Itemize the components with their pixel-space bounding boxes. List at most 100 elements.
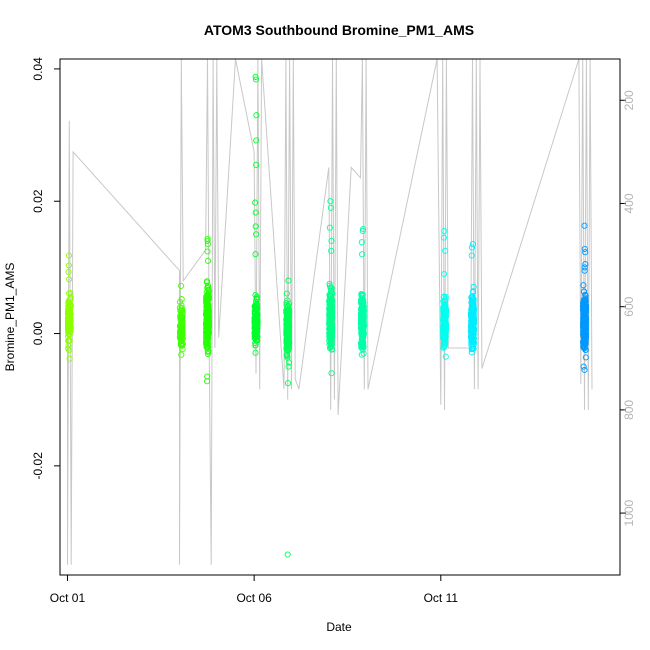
data-point <box>179 320 186 327</box>
data-point <box>326 304 333 311</box>
data-point <box>252 209 259 216</box>
data-point <box>441 227 448 235</box>
data-point <box>328 247 335 254</box>
x-axis: Oct 01 Oct 06 Oct 11 <box>50 575 458 605</box>
data-point <box>468 349 475 356</box>
point-cluster <box>579 222 590 373</box>
data-point <box>283 315 290 322</box>
data-point <box>359 337 366 344</box>
data-point <box>178 296 185 303</box>
data-point <box>204 291 211 298</box>
data-point <box>204 373 211 380</box>
data-point <box>440 294 447 301</box>
data-points <box>64 73 590 558</box>
data-point <box>468 339 475 346</box>
data-point <box>328 287 335 294</box>
data-point <box>252 314 259 321</box>
data-point <box>285 277 292 284</box>
data-point <box>468 346 475 353</box>
y-tick-label: -0.02 <box>31 452 45 480</box>
data-point <box>581 366 588 373</box>
data-point <box>205 284 212 291</box>
data-point <box>204 344 211 352</box>
data-point <box>327 317 334 324</box>
data-point <box>284 341 291 348</box>
data-point <box>65 268 72 276</box>
data-point <box>359 251 366 258</box>
data-point <box>327 198 334 205</box>
data-point <box>358 300 365 307</box>
data-point <box>580 330 587 337</box>
data-point <box>284 551 291 558</box>
data-point <box>360 350 367 357</box>
y-tick-label: 0.02 <box>31 189 45 213</box>
data-point <box>178 334 185 341</box>
data-point <box>327 284 334 291</box>
data-point <box>179 310 186 317</box>
data-point <box>65 252 73 259</box>
data-point <box>283 351 290 358</box>
data-point <box>253 295 260 302</box>
data-point <box>327 343 334 350</box>
data-point <box>66 319 73 327</box>
data-point <box>360 327 367 334</box>
data-point <box>252 349 259 356</box>
data-point <box>284 351 291 358</box>
point-cluster <box>64 252 74 362</box>
data-point <box>204 257 212 264</box>
data-point <box>284 347 292 354</box>
data-point <box>284 332 291 339</box>
data-point <box>65 262 72 269</box>
point-cluster <box>326 198 336 377</box>
data-point <box>328 323 335 330</box>
data-point <box>204 282 212 289</box>
data-point <box>65 345 72 352</box>
data-point <box>179 345 186 353</box>
data-point <box>252 199 259 206</box>
data-point <box>253 137 260 144</box>
data-point <box>252 76 260 83</box>
data-point <box>360 312 367 320</box>
y2-tick-label: 400 <box>622 193 636 213</box>
data-point <box>253 112 260 119</box>
data-point <box>203 312 210 319</box>
data-point <box>442 247 449 254</box>
data-point <box>252 291 259 299</box>
data-point <box>252 304 259 311</box>
data-point <box>328 311 335 318</box>
data-point <box>253 231 260 238</box>
data-point <box>327 300 334 307</box>
data-point <box>441 342 448 349</box>
x-tick-label: Oct 06 <box>236 591 272 605</box>
data-point <box>284 380 292 387</box>
data-point <box>252 223 259 230</box>
data-point <box>580 314 587 321</box>
data-point <box>440 234 447 241</box>
data-point <box>582 354 589 361</box>
chart-title: ATOM3 Southbound Bromine_PM1_AMS <box>204 22 474 38</box>
data-point <box>469 316 476 323</box>
data-point <box>67 325 74 333</box>
data-point <box>64 308 72 315</box>
data-point <box>327 332 334 340</box>
data-point <box>66 355 73 362</box>
data-point <box>204 378 211 385</box>
data-point <box>327 320 334 327</box>
data-point <box>359 227 366 235</box>
data-point <box>253 161 260 168</box>
y-tick-label: 0.04 <box>31 57 45 81</box>
data-point <box>179 318 186 325</box>
data-point <box>469 325 476 332</box>
data-point <box>580 306 587 313</box>
data-point <box>442 293 449 300</box>
data-point <box>178 282 185 289</box>
data-point <box>580 322 587 329</box>
data-point <box>470 304 477 311</box>
data-point <box>442 313 450 320</box>
data-point <box>582 304 589 311</box>
data-point <box>65 337 73 344</box>
data-point <box>178 351 185 358</box>
data-point <box>254 317 261 324</box>
data-point <box>580 340 587 348</box>
